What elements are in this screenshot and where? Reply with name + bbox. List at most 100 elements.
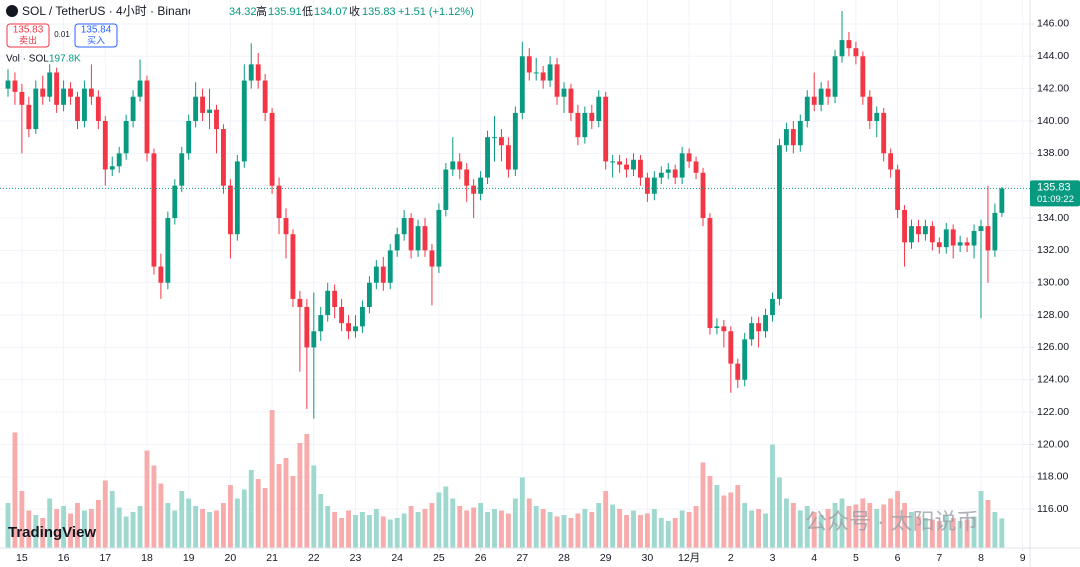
candle-body: [200, 96, 206, 113]
volume-bar: [950, 518, 956, 548]
volume-bar: [770, 444, 775, 548]
volume-bar: [992, 512, 998, 548]
y-tick-label: 138.00: [1037, 147, 1069, 159]
candle-body: [589, 112, 595, 121]
candle-layer: [5, 10, 1005, 419]
volume-bar: [499, 510, 504, 548]
x-tick-label: 6: [895, 552, 901, 564]
brand-logo: TradingView: [8, 524, 96, 541]
sell-button[interactable]: [6, 23, 50, 48]
volume-bar: [999, 518, 1005, 548]
volume-layer: [5, 410, 1005, 548]
y-tick-label: 134.00: [1037, 212, 1069, 224]
candle-body: [658, 172, 664, 178]
volume-legend-value: 197.8K: [49, 54, 81, 65]
buy-price: 135.84: [81, 25, 112, 36]
volume-bar: [978, 491, 984, 548]
candle-body: [387, 250, 393, 283]
candle-body: [269, 112, 275, 186]
candle-body: [130, 96, 136, 121]
volume-bar: [672, 518, 678, 548]
volume-bar: [797, 510, 803, 548]
x-tick-label: 25: [433, 552, 445, 564]
candle-body: [770, 298, 775, 316]
volume-bar: [262, 488, 268, 548]
volume-bar: [610, 504, 616, 548]
volume-bar: [728, 492, 734, 548]
candle-body: [227, 185, 233, 235]
volume-bar: [561, 515, 567, 548]
volume-bar: [102, 480, 108, 548]
volume-bar: [700, 462, 706, 548]
candle-body: [936, 242, 942, 248]
volume-bar: [255, 479, 261, 548]
candle-body: [540, 72, 546, 81]
volume-bar: [33, 515, 39, 548]
candle-body: [471, 185, 477, 194]
candle-body: [75, 96, 80, 121]
volume-bar: [749, 510, 755, 548]
candle-body: [707, 218, 713, 329]
candle-body: [318, 315, 324, 332]
candle-body: [519, 56, 525, 113]
volume-bar: [443, 486, 449, 548]
symbol-title[interactable]: SOL / TetherUS · 4小时 · Binance: [22, 4, 201, 18]
candle-body: [777, 145, 782, 299]
volume-bar: [714, 485, 720, 548]
volume-bar: [582, 509, 588, 548]
candle-body: [179, 153, 185, 186]
candle-body: [95, 96, 101, 121]
candle-body: [811, 96, 817, 105]
candle-body: [804, 96, 810, 121]
close-value: 135.83: [362, 6, 396, 18]
open-value: 34.32: [229, 6, 257, 18]
candle-body: [248, 64, 254, 81]
candle-body: [582, 112, 588, 138]
sell-label: 卖出: [19, 34, 37, 45]
volume-bar: [151, 465, 157, 548]
watermark: 公众号 · 太阳说币: [805, 509, 979, 534]
candle-body: [415, 226, 421, 251]
candle-body: [151, 153, 157, 267]
volume-legend-label: Vol · SOL: [6, 54, 49, 65]
candle-body: [290, 234, 296, 299]
candle-body: [999, 188, 1005, 213]
volume-bar: [735, 485, 741, 548]
volume-bar: [290, 476, 296, 548]
candle-body: [373, 266, 379, 283]
candle-body: [895, 169, 901, 210]
x-tick-label: 17: [99, 552, 111, 564]
candle-body: [443, 169, 449, 210]
volume-bar: [874, 509, 880, 548]
volume-bar: [429, 503, 435, 548]
candle-body: [978, 226, 984, 231]
candle-body: [304, 306, 310, 348]
volume-bar: [88, 509, 94, 548]
candle-body: [262, 80, 268, 113]
buy-button[interactable]: [74, 23, 118, 48]
candle-body: [672, 169, 678, 178]
candle-body: [172, 185, 178, 219]
volume-bar: [721, 495, 727, 548]
y-tick-label: 140.00: [1037, 115, 1069, 127]
volume-bar: [61, 506, 67, 548]
volume-bar: [457, 506, 463, 548]
candle-body: [714, 326, 720, 329]
candle-body: [311, 331, 317, 348]
y-tick-label: 144.00: [1037, 50, 1069, 62]
volume-bar: [832, 503, 838, 548]
volume-bar: [603, 491, 609, 548]
candle-body: [82, 88, 87, 121]
candle-body: [346, 323, 351, 332]
volume-bar: [353, 515, 358, 548]
volume-bar: [505, 513, 511, 548]
volume-bar: [693, 506, 699, 548]
y-tick-label: 146.00: [1037, 18, 1069, 30]
candle-body: [631, 159, 636, 170]
volume-bar: [783, 498, 789, 548]
volume-bar: [658, 518, 664, 548]
volume-bar: [269, 410, 275, 548]
volume-bar: [422, 509, 428, 548]
last-price-text: 135.83: [1037, 181, 1071, 193]
candle-body: [756, 323, 762, 332]
